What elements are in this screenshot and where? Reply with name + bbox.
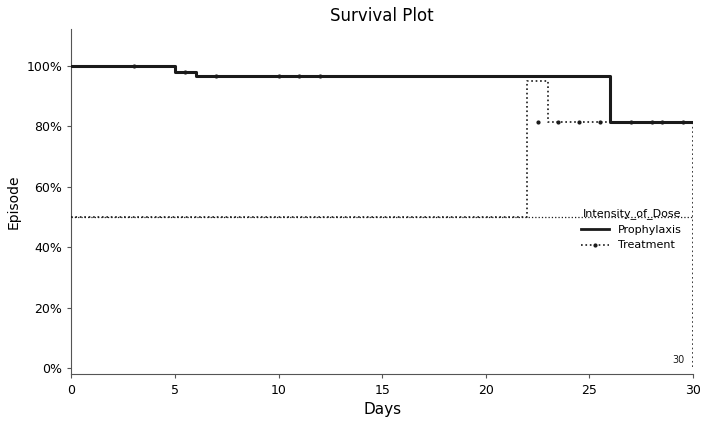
X-axis label: Days: Days bbox=[363, 402, 401, 417]
Title: Survival Plot: Survival Plot bbox=[331, 7, 434, 25]
Y-axis label: Episode: Episode bbox=[7, 175, 21, 229]
Text: 30: 30 bbox=[673, 355, 685, 365]
Legend: Prophylaxis, Treatment: Prophylaxis, Treatment bbox=[576, 203, 687, 256]
